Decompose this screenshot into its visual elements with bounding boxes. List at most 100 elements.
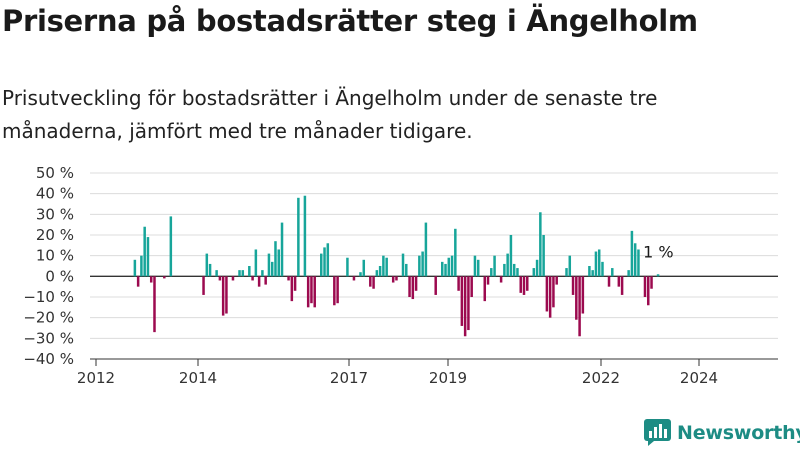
bar — [391, 276, 395, 283]
bar — [460, 276, 464, 326]
brand-name: Newsworthy — [677, 421, 800, 444]
bar — [208, 263, 212, 277]
bar — [359, 272, 362, 277]
bar — [473, 255, 477, 277]
bar — [267, 253, 271, 277]
bar — [274, 241, 277, 277]
x-tick-label: 2024 — [680, 369, 718, 387]
bar — [248, 266, 251, 277]
bar — [620, 276, 624, 295]
bar — [153, 276, 156, 333]
bar — [395, 276, 398, 281]
y-tick-label: 50 % — [36, 164, 74, 182]
bar — [218, 276, 222, 281]
bar — [303, 195, 307, 277]
bar — [251, 276, 254, 281]
y-tick-label: 0 % — [45, 267, 74, 285]
bar — [591, 270, 594, 277]
x-tick-label: 2014 — [179, 369, 217, 387]
bar — [375, 270, 379, 277]
bar — [313, 276, 316, 308]
bar — [535, 259, 539, 277]
bar — [293, 276, 297, 291]
newsworthy-logo-icon — [644, 419, 671, 446]
bar — [408, 276, 411, 297]
bar — [411, 276, 415, 300]
bar — [205, 253, 209, 277]
bar — [215, 270, 218, 277]
bar — [336, 276, 339, 304]
bar — [169, 216, 173, 277]
bar — [405, 263, 408, 277]
bar — [575, 276, 578, 320]
chart-title: Priserna på bostadsrätter steg i Ängelho… — [2, 4, 698, 38]
bar — [447, 257, 451, 277]
bar — [261, 270, 264, 277]
bar — [542, 235, 545, 277]
bar — [656, 274, 660, 277]
bar — [418, 255, 421, 277]
bar — [516, 268, 519, 277]
bar — [470, 276, 473, 297]
bar — [310, 276, 313, 304]
bar — [467, 276, 470, 331]
bar — [454, 228, 457, 277]
bar — [231, 276, 235, 281]
bar — [421, 251, 424, 277]
y-tick-label: −40 % — [23, 350, 74, 368]
bar — [346, 257, 349, 277]
x-tick-label: 2017 — [330, 369, 368, 387]
latest-value-label: 1 % — [643, 242, 673, 261]
bar — [290, 276, 294, 302]
x-tick-label: 2012 — [77, 369, 115, 387]
bar — [133, 259, 137, 277]
y-tick-label: 10 % — [36, 247, 74, 265]
bar — [221, 276, 225, 316]
bar — [382, 255, 385, 277]
bar — [493, 255, 496, 277]
y-tick-label: 20 % — [36, 226, 74, 244]
bar — [522, 276, 526, 295]
bar — [555, 276, 558, 285]
bar — [643, 276, 647, 297]
bar — [499, 276, 503, 283]
bar — [650, 276, 653, 289]
bar — [140, 255, 143, 277]
chart-subtitle: Prisutveckling för bostadsrätter i Ängel… — [2, 86, 658, 143]
y-tick-label: −30 % — [23, 329, 74, 347]
bar — [647, 276, 650, 306]
bar — [457, 276, 460, 291]
bar — [238, 270, 241, 277]
bar — [532, 268, 536, 277]
bar — [486, 276, 490, 285]
bar — [146, 237, 150, 277]
bar — [630, 230, 634, 277]
bar — [149, 276, 153, 283]
bar — [277, 249, 280, 277]
bar — [444, 263, 447, 277]
bar — [320, 253, 323, 277]
bar — [264, 276, 267, 285]
bar — [323, 247, 326, 277]
bar — [424, 222, 428, 277]
bar — [490, 268, 493, 277]
bar — [280, 222, 284, 277]
bar — [512, 263, 516, 277]
bar — [633, 243, 637, 277]
bar — [333, 276, 336, 306]
bar — [257, 276, 261, 287]
x-tick-label: 2022 — [582, 369, 620, 387]
newsworthy-logo: Newsworthy — [644, 419, 800, 446]
bar — [509, 235, 513, 277]
bar — [378, 266, 382, 277]
bar — [483, 276, 487, 302]
bar — [136, 276, 140, 287]
bar — [597, 249, 601, 277]
bar — [568, 255, 572, 277]
bar — [369, 276, 372, 287]
bar — [143, 226, 146, 277]
bar — [565, 268, 568, 277]
bar — [607, 276, 611, 287]
bar — [306, 276, 310, 308]
x-tick-label: 2019 — [429, 369, 467, 387]
